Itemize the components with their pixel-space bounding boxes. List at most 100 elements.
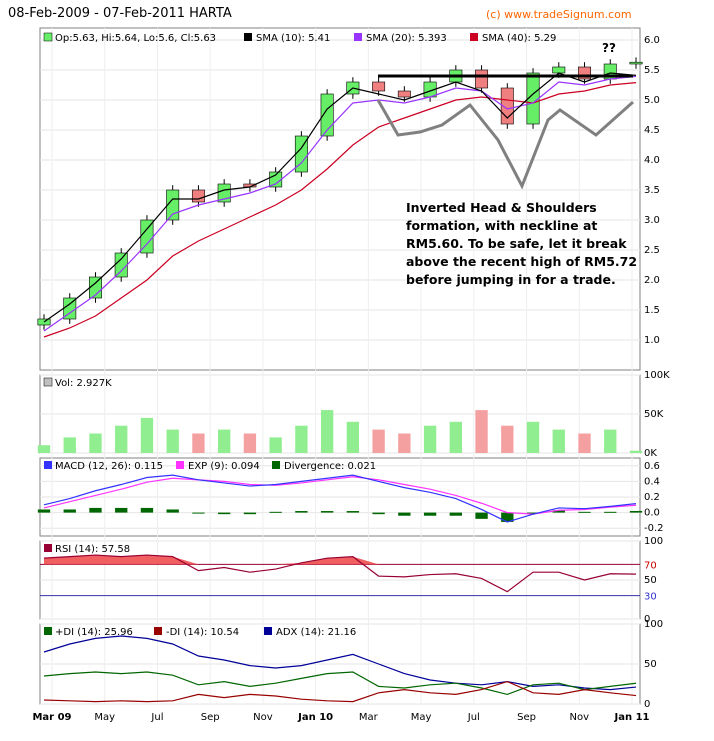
dmi-y-tick: 100 bbox=[644, 619, 663, 630]
divergence-bar bbox=[552, 510, 565, 513]
minus-di-swatch bbox=[154, 627, 162, 635]
volume-bar bbox=[37, 445, 51, 453]
rsi-y-tick: 0 bbox=[644, 614, 650, 625]
copyright-link[interactable]: (c) www.tradeSignum.com bbox=[486, 8, 632, 21]
volume-bar bbox=[218, 429, 231, 453]
x-tick-label: Sep bbox=[201, 712, 220, 723]
candle-body bbox=[475, 69, 489, 89]
exp-legend: EXP (9): 0.094 bbox=[188, 461, 260, 472]
volume-bar bbox=[578, 433, 591, 453]
sma20-swatch bbox=[354, 33, 362, 41]
volume-bar bbox=[295, 425, 308, 453]
volume-bar bbox=[320, 410, 334, 453]
volume-bar bbox=[89, 433, 102, 453]
divergence-bar bbox=[320, 511, 334, 513]
volume-bar bbox=[63, 437, 76, 453]
rsi-series: 70 30 bbox=[40, 554, 657, 603]
volume-bar bbox=[526, 421, 540, 453]
rsi-30-label: 30 bbox=[644, 592, 657, 603]
divergence-bar bbox=[526, 512, 540, 514]
price-y-tick: 2.5 bbox=[644, 245, 660, 256]
divergence-bar bbox=[604, 511, 617, 513]
candle-body bbox=[114, 252, 128, 278]
sma10-line bbox=[43, 72, 637, 323]
candle-body bbox=[191, 189, 205, 203]
divergence-legend: Divergence: 0.021 bbox=[284, 461, 376, 472]
divergence-swatch bbox=[272, 461, 280, 469]
sma20-legend: SMA (20): 5.393 bbox=[366, 33, 447, 44]
volume-bar bbox=[372, 429, 385, 453]
volume-bar bbox=[140, 417, 154, 453]
minus-di-line bbox=[43, 680, 637, 703]
divergence-bar bbox=[295, 511, 308, 513]
volume-bar bbox=[346, 421, 360, 453]
volume-bar bbox=[604, 429, 617, 453]
divergence-bar bbox=[449, 512, 462, 516]
annotation-line-3: RM5.60. To be safe, let it break bbox=[406, 236, 627, 251]
x-tick-label: May bbox=[94, 712, 115, 723]
rsi-legend: RSI (14): 57.58 bbox=[55, 544, 130, 555]
divergence-bar bbox=[192, 512, 205, 514]
sma40-legend: SMA (40): 5.29 bbox=[482, 33, 556, 44]
adx-legend: ADX (14): 21.16 bbox=[276, 627, 356, 638]
adx-line bbox=[43, 635, 637, 691]
price-y-tick: 6.0 bbox=[644, 35, 660, 46]
plus-di-legend: +DI (14): 25.96 bbox=[55, 627, 133, 638]
volume-bar bbox=[269, 437, 282, 453]
macd-y-tick: 0.2 bbox=[644, 492, 660, 503]
volume-y-tick: 50K bbox=[644, 409, 664, 420]
exp-swatch bbox=[176, 461, 184, 469]
volume-bar bbox=[629, 450, 643, 453]
macd-y-tick: -0.2 bbox=[644, 523, 664, 534]
divergence-bar bbox=[140, 507, 154, 513]
sma10-legend: SMA (10): 5.41 bbox=[256, 33, 330, 44]
divergence-bar bbox=[115, 507, 128, 513]
price-y-tick: 3.5 bbox=[644, 185, 660, 196]
volume-bar bbox=[423, 425, 437, 453]
x-tick-label: Mar bbox=[359, 712, 379, 723]
ohlc-legend: Op:5.63, Hi:5.64, Lo:5.6, Cl:5.63 bbox=[55, 33, 216, 44]
volume-bar bbox=[475, 410, 488, 453]
volume-y-tick: 100K bbox=[644, 370, 670, 381]
price-y-tick: 4.0 bbox=[644, 155, 660, 166]
dmi-y-tick: 0 bbox=[644, 699, 650, 710]
adx-swatch bbox=[264, 627, 272, 635]
divergence-bar bbox=[372, 512, 385, 515]
candle-body bbox=[552, 66, 566, 74]
question-marks: ?? bbox=[602, 41, 616, 55]
candle-body bbox=[320, 93, 334, 137]
macd-legend: MACD (12, 26): 0.115 bbox=[55, 461, 163, 472]
rsi-overbought-fill bbox=[44, 555, 636, 565]
x-tick-label: Nov bbox=[253, 712, 273, 723]
macd-y-tick: 0.0 bbox=[644, 508, 660, 519]
annotation-line-1: Inverted Head & Shoulders bbox=[406, 200, 597, 215]
price-series bbox=[37, 57, 643, 338]
rsi-line bbox=[43, 554, 637, 593]
divergence-bar bbox=[578, 511, 591, 513]
volume-bar bbox=[166, 429, 179, 453]
x-tick-label: Jul bbox=[150, 712, 163, 723]
price-legend: Op:5.63, Hi:5.64, Lo:5.6, Cl:5.63 SMA (1… bbox=[43, 32, 556, 44]
divergence-bar bbox=[475, 512, 488, 519]
volume-series bbox=[37, 410, 643, 453]
divergence-bar bbox=[63, 509, 76, 513]
macd-series bbox=[37, 474, 643, 523]
plus-di-line bbox=[43, 671, 637, 696]
price-y-tick: 3.0 bbox=[644, 215, 660, 226]
volume-swatch bbox=[43, 377, 53, 387]
divergence-bar bbox=[629, 510, 643, 513]
volume-bar bbox=[115, 425, 128, 453]
sma40-swatch bbox=[470, 33, 478, 41]
x-tick-label: Jan 11 bbox=[614, 712, 650, 723]
macd-swatch bbox=[44, 461, 52, 469]
plus-di-swatch bbox=[44, 627, 52, 635]
rsi-70-label: 70 bbox=[644, 560, 657, 571]
x-tick-label: Sep bbox=[517, 712, 536, 723]
head-and-shoulders-pattern bbox=[376, 74, 634, 190]
divergence-bar bbox=[218, 512, 231, 515]
macd-y-tick: 0.6 bbox=[644, 461, 660, 472]
dmi-y-tick: 50 bbox=[644, 659, 657, 670]
annotation-text: Inverted Head & Shoulders formation, wit… bbox=[406, 200, 637, 287]
x-tick-label: Jul bbox=[467, 712, 480, 723]
